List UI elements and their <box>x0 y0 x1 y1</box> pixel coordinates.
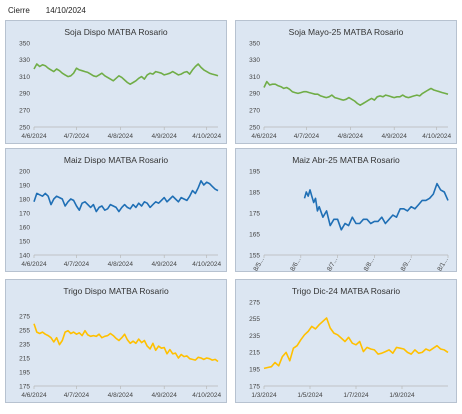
series-line <box>263 317 449 370</box>
header-label: Cierre <box>8 5 30 15</box>
y-tick-label: 255 <box>249 316 260 323</box>
chart-title: Maiz Dispo MATBA Rosario <box>63 155 169 165</box>
chart-svg: 175 195 215 235 255 275 1/3/2024 1/5/2024 1/7/20… <box>249 299 449 399</box>
series-line <box>33 63 219 86</box>
series-line <box>33 323 219 363</box>
y-tick-label: 215 <box>249 350 260 357</box>
y-tick-label: 255 <box>19 327 30 334</box>
x-tick-label: 4/6/2024 <box>21 392 47 399</box>
x-tick-label: 4/10/2024 <box>192 392 221 399</box>
x-tick-label: 4/7/2024 <box>64 261 90 268</box>
x-tick-label: 4/7/2024 <box>64 133 90 140</box>
y-tick-label: 310 <box>249 74 260 81</box>
y-tick-label: 350 <box>19 40 30 47</box>
y-tick-label: 310 <box>19 74 30 81</box>
y-tick-label: 140 <box>19 252 30 259</box>
y-tick-label: 275 <box>19 313 30 320</box>
chart-svg: 250 270 290 310 330 350 4/6/2024 4/7/2024 4/8/20… <box>249 40 451 140</box>
y-tick-label: 270 <box>249 108 260 115</box>
y-tick-label: 235 <box>19 341 30 348</box>
chart-panel-maiz-abr: Maiz Abr-25 MATBA Rosario 155 165 175 185 19… <box>235 148 457 273</box>
chart-svg: 140 150 160 170 180 190 200 4/6/2024 4/7/2024 4/8… <box>19 168 221 268</box>
y-tick-label: 180 <box>19 196 30 203</box>
x-tick-label: 4/9/2024 <box>152 133 178 140</box>
y-tick-label: 195 <box>249 168 260 175</box>
x-tick-label: 4/8/2024 <box>108 261 134 268</box>
series-line <box>263 80 449 106</box>
chart-panel-trigo-dispo: Trigo Dispo MATBA Rosario 175 195 215 235 25… <box>5 279 227 403</box>
x-tick-label: 4/7/2024 <box>294 133 320 140</box>
y-tick-label: 330 <box>19 57 30 64</box>
x-tick-label: 8/1... <box>436 256 449 272</box>
y-tick-label: 330 <box>249 57 260 64</box>
y-tick-label: 275 <box>249 299 260 306</box>
y-tick-label: 235 <box>249 333 260 340</box>
x-tick-label: 4/10/2024 <box>192 133 221 140</box>
y-tick-label: 185 <box>249 189 260 196</box>
chart-svg: 175 195 215 235 255 275 4/6/2024 4/7/2024 4/8/20… <box>19 313 221 399</box>
x-tick-label: 4/8/2024 <box>108 392 134 399</box>
y-tick-label: 195 <box>19 369 30 376</box>
chart-panel-soja-dispo: Soja Dispo MATBA Rosario 250 270 290 310 330… <box>5 20 227 144</box>
chart-title: Trigo Dispo MATBA Rosario <box>63 286 169 296</box>
y-tick-label: 250 <box>249 124 260 131</box>
y-tick-label: 350 <box>249 40 260 47</box>
chart-title: Trigo Dic-24 MATBA Rosario <box>291 286 401 296</box>
x-tick-label: 4/8/2024 <box>108 133 134 140</box>
chart-title: Maiz Abr-25 MATBA Rosario <box>292 155 400 165</box>
y-tick-label: 165 <box>249 231 260 238</box>
y-tick-label: 155 <box>249 252 260 259</box>
x-tick-label: 4/9/2024 <box>382 133 408 140</box>
y-tick-label: 175 <box>249 210 260 217</box>
x-tick-label: 8/7... <box>326 256 339 272</box>
x-tick-label: 8/8... <box>363 256 376 272</box>
x-tick-label: 1/7/2024 <box>343 392 369 399</box>
x-tick-label: 4/10/2024 <box>192 261 221 268</box>
chart-svg: 250 270 290 310 330 350 4/6/2024 4/7/2024 4/8/20… <box>19 40 221 140</box>
y-tick-label: 270 <box>19 108 30 115</box>
chart-title: Soja Mayo-25 MATBA Rosario <box>288 27 404 37</box>
x-tick-label: 4/9/2024 <box>152 392 178 399</box>
x-tick-label: 8/9... <box>400 256 413 272</box>
x-tick-label: 4/9/2024 <box>152 261 178 268</box>
chart-panel-maiz-dispo: Maiz Dispo MATBA Rosario 140 150 160 170 180… <box>5 148 227 272</box>
y-tick-label: 200 <box>19 168 30 175</box>
chart-panel-soja-mayo: Soja Mayo-25 MATBA Rosario 250 270 290 310 3… <box>235 20 457 144</box>
x-tick-label: 4/6/2024 <box>21 133 47 140</box>
x-tick-label: 4/6/2024 <box>21 261 47 268</box>
y-tick-label: 190 <box>19 182 30 189</box>
header-date: 14/10/2024 <box>45 5 86 15</box>
chart-title: Soja Dispo MATBA Rosario <box>64 27 168 37</box>
y-tick-label: 290 <box>249 91 260 98</box>
series-line <box>303 182 449 231</box>
y-tick-label: 195 <box>249 367 260 374</box>
y-tick-label: 160 <box>19 224 30 231</box>
y-tick-label: 175 <box>249 383 260 390</box>
y-tick-label: 175 <box>19 383 30 390</box>
x-tick-label: 1/5/2024 <box>297 392 323 399</box>
x-tick-label: 4/6/2024 <box>251 133 277 140</box>
x-tick-label: 4/10/2024 <box>422 133 451 140</box>
x-tick-label: 1/9/2024 <box>389 392 415 399</box>
y-tick-label: 250 <box>19 124 30 131</box>
header: Cierre 14/10/2024 <box>8 3 86 17</box>
x-tick-label: 4/7/2024 <box>64 392 90 399</box>
y-tick-label: 290 <box>19 91 30 98</box>
chart-panel-trigo-dic: Trigo Dic-24 MATBA Rosario 175 195 215 235 2… <box>235 279 457 403</box>
y-tick-label: 170 <box>19 210 30 217</box>
y-tick-label: 215 <box>19 355 30 362</box>
y-tick-label: 150 <box>19 238 30 245</box>
x-tick-label: 8/6... <box>289 256 302 272</box>
x-tick-label: 1/3/2024 <box>251 392 277 399</box>
series-line <box>33 179 219 213</box>
x-tick-label: 4/8/2024 <box>338 133 364 140</box>
